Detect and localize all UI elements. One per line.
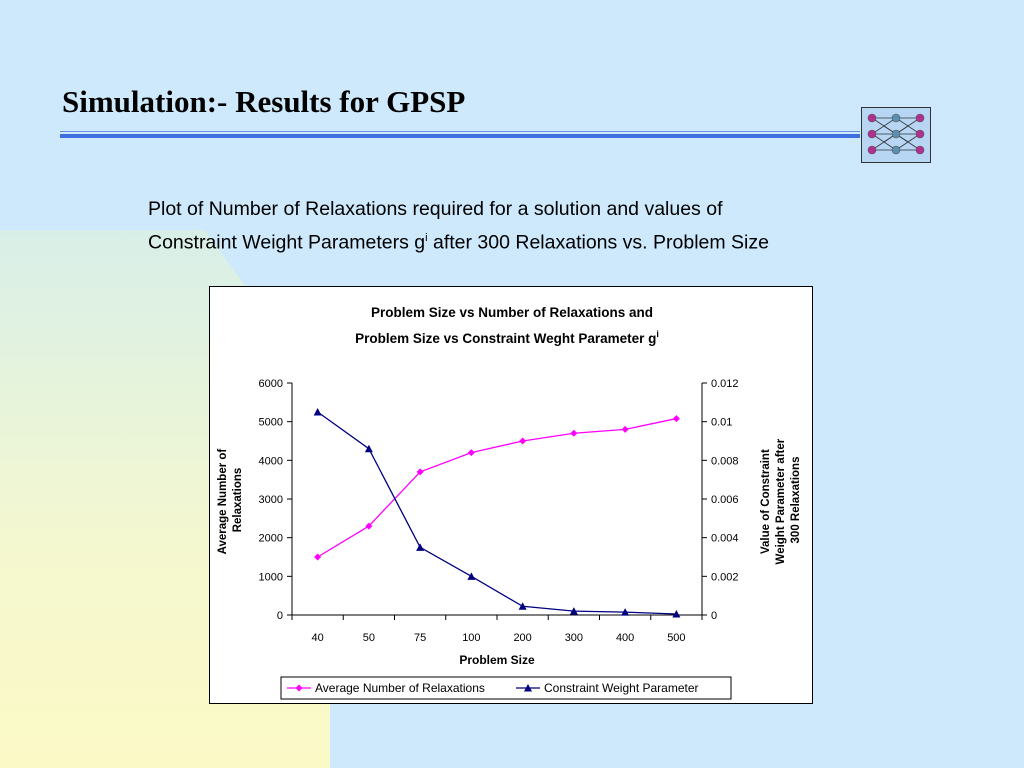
data-point-relaxations: [621, 425, 629, 433]
network-logo-icon: [861, 107, 931, 163]
y-right-tick-label: 0.004: [711, 533, 739, 545]
data-point-constraint: [569, 607, 578, 615]
chart-title-superscript: i: [656, 329, 659, 339]
y-right-tick-label: 0.01: [711, 417, 732, 429]
y-left-tick-label: 5000: [259, 417, 283, 429]
data-point-relaxations: [519, 437, 527, 445]
slide-subtitle: Plot of Number of Relaxations required f…: [148, 195, 769, 258]
y-axis-right-label-line-2: Weight Parameter after: [775, 438, 787, 564]
y-axis-right-label-line-3: 300 Relaxations: [790, 457, 802, 544]
data-point-relaxations: [672, 415, 680, 423]
data-point-constraint: [416, 543, 425, 551]
x-tick-label: 75: [414, 632, 426, 644]
y-left-tick-label: 2000: [259, 533, 283, 545]
slide-title: Simulation:- Results for GPSP: [62, 84, 466, 119]
data-point-constraint: [467, 572, 476, 580]
data-point-constraint: [518, 602, 527, 610]
x-tick-label: 50: [363, 632, 375, 644]
x-tick-label: 200: [513, 632, 531, 644]
y-axis-left-label-line-1: Average Number of: [217, 449, 229, 555]
title-underline: [60, 134, 860, 138]
y-right-tick-label: 0: [711, 610, 717, 622]
chart-container: Problem Size vs Number of Relaxations an…: [209, 286, 813, 704]
y-right-tick-label: 0.002: [711, 571, 739, 583]
y-left-tick-label: 0: [277, 610, 283, 622]
data-point-relaxations: [467, 449, 475, 457]
y-left-tick-label: 3000: [259, 494, 283, 506]
legend-marker-diamond: [295, 684, 303, 692]
series-line-constraint: [317, 411, 677, 615]
legend-label-relaxations: Average Number of Relaxations: [315, 681, 485, 695]
data-point-relaxations: [314, 553, 322, 561]
series-line-relaxations: [317, 417, 677, 558]
x-tick-label: 400: [616, 632, 634, 644]
x-tick-label: 500: [667, 632, 685, 644]
data-point-relaxations: [570, 429, 578, 437]
subtitle-line-2-post: after 300 Relaxations vs. Problem Size: [427, 231, 769, 254]
data-point-constraint: [313, 408, 322, 416]
x-tick-label: 40: [312, 632, 324, 644]
y-axis-left-label-line-2: Relaxations: [232, 468, 244, 533]
y-axis-right-label: Value of Constraint Weight Parameter aft…: [760, 436, 802, 565]
legend-marker-triangle: [524, 684, 532, 692]
y-right-tick-label: 0.008: [711, 455, 739, 467]
data-point-relaxations: [365, 522, 373, 530]
x-axis-label: Problem Size: [459, 653, 535, 667]
y-left-tick-label: 6000: [259, 378, 283, 390]
data-point-constraint: [364, 444, 373, 453]
chart-title-line-2-text: Problem Size vs Constraint Weght Paramet…: [355, 331, 656, 346]
y-axis-left-label: Average Number of Relaxations: [217, 446, 244, 555]
chart-title-line-2: Problem Size vs Constraint Weght Paramet…: [355, 329, 659, 346]
subtitle-line-1: Plot of Number of Relaxations required f…: [148, 198, 723, 220]
legend: Average Number of Relaxations Constraint…: [280, 676, 732, 700]
y-left-tick-label: 4000: [259, 455, 283, 467]
legend-label-constraint: Constraint Weight Parameter: [544, 681, 699, 695]
y-left-tick-label: 1000: [259, 571, 283, 583]
x-tick-label: 300: [565, 632, 583, 644]
y-right-tick-label: 0.006: [711, 494, 739, 506]
dual-axis-line-chart: Problem Size vs Number of Relaxations an…: [217, 305, 802, 700]
subtitle-superscript: i: [425, 232, 428, 244]
x-tick-label: 100: [462, 632, 480, 644]
y-axis-right-label-line-1: Value of Constraint: [760, 449, 772, 554]
data-point-constraint: [621, 608, 630, 616]
data-point-constraint: [672, 610, 681, 618]
chart-title-line-1: Problem Size vs Number of Relaxations an…: [371, 305, 653, 320]
title-underline-thin: [60, 131, 860, 132]
subtitle-line-2-pre: Constraint Weight Parameters g: [148, 231, 426, 254]
y-right-tick-label: 0.012: [711, 378, 739, 390]
data-point-relaxations: [416, 468, 424, 476]
